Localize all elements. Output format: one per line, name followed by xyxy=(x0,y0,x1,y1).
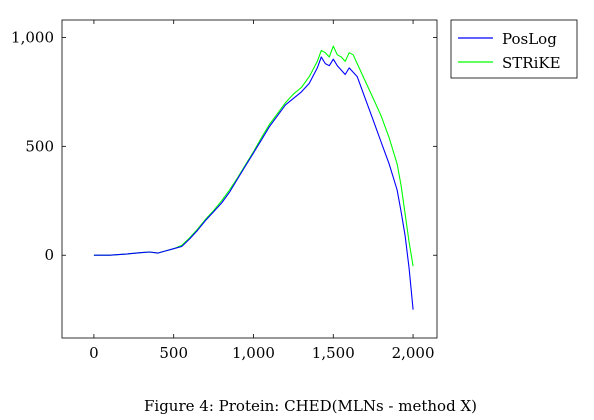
legend-label-poslog: PosLog xyxy=(502,30,557,48)
y-tick-label: 1,000 xyxy=(11,28,54,46)
series-lines xyxy=(93,45,414,310)
legend: PosLog STRiKE xyxy=(450,19,578,79)
plot-frame xyxy=(61,19,438,339)
series-line-strike xyxy=(93,45,414,267)
y-tick-label: 500 xyxy=(25,137,54,155)
x-tick-label: 1,500 xyxy=(312,344,355,362)
axis-tick-labels: 0 500 1,000 1,500 2,000 0 500 1,000 xyxy=(11,28,434,362)
x-tick-label: 0 xyxy=(89,344,99,362)
figure-caption: Figure 4: Protein: CHED(MLNs - method X) xyxy=(144,397,477,415)
series-line-poslog xyxy=(93,56,414,310)
legend-box xyxy=(450,19,578,79)
x-tick-label: 1,000 xyxy=(232,344,275,362)
x-tick-label: 500 xyxy=(159,344,188,362)
y-tick-label: 0 xyxy=(44,246,54,264)
axis-ticks xyxy=(62,20,437,338)
x-tick-label: 2,000 xyxy=(392,344,435,362)
legend-label-strike: STRiKE xyxy=(502,54,561,72)
